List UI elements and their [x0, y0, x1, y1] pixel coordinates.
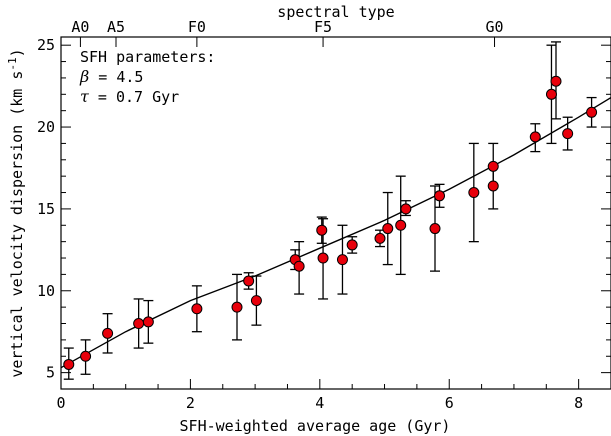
y-tick-label: 25	[37, 36, 55, 54]
data-point	[434, 190, 446, 202]
annotation-tau: τ = 0.7 Gyr	[80, 87, 179, 106]
annotation-beta: β = 4.5	[79, 67, 143, 86]
y-axis-title-sup: -1	[6, 57, 19, 70]
x-tick-label: 6	[445, 394, 454, 412]
x-tick-label: 0	[56, 394, 65, 412]
data-point	[346, 239, 358, 251]
data-point	[395, 219, 407, 231]
x-tick-label: 4	[315, 394, 324, 412]
data-point	[316, 224, 328, 236]
data-point	[487, 180, 499, 192]
beta-symbol: β	[79, 67, 89, 86]
y-tick-label: 15	[37, 200, 55, 218]
y-tick-label: 20	[37, 118, 55, 136]
y-axis-title-end: )	[8, 48, 26, 57]
data-point	[545, 88, 557, 100]
data-point	[562, 128, 574, 140]
data-point	[142, 316, 154, 328]
x-tick-label: 8	[574, 394, 583, 412]
y-axis-title-main: vertical velocity dispersion (km s	[8, 71, 26, 378]
tau-symbol: τ	[80, 87, 90, 106]
data-point	[80, 350, 92, 362]
data-point	[487, 160, 499, 172]
data-point	[374, 232, 386, 244]
data-point	[468, 187, 480, 199]
data-point	[133, 318, 145, 330]
data-point	[429, 223, 441, 235]
y-axis-title: vertical velocity dispersion (km s-1)	[6, 48, 26, 377]
beta-value: = 4.5	[89, 68, 143, 86]
data-point	[317, 252, 329, 264]
data-point	[191, 303, 203, 315]
fit-line-group	[60, 97, 611, 369]
data-point	[400, 203, 412, 215]
y-tick-label: 10	[37, 282, 55, 300]
data-point	[550, 75, 562, 87]
top-tick-label: A0	[71, 18, 89, 36]
data-point	[231, 301, 243, 313]
plot-frame	[60, 36, 611, 390]
data-point	[529, 131, 541, 143]
data-point	[336, 254, 348, 266]
data-point	[586, 106, 598, 118]
fit-line	[60, 97, 611, 369]
tau-value: = 0.7 Gyr	[89, 88, 179, 106]
top-axis-title: spectral type	[277, 3, 394, 21]
data-point	[250, 295, 262, 307]
top-tick-label: F0	[188, 18, 206, 36]
top-tick-label: A5	[107, 18, 125, 36]
data-point	[382, 223, 394, 235]
annotation-title: SFH parameters:	[80, 48, 215, 66]
top-tick-label: G0	[485, 18, 503, 36]
axis-ticks: 0 2 4 6 8 5 10 15 20 25 A0 A5 F0 F5 G0	[37, 18, 611, 412]
data-point	[293, 260, 305, 272]
y-tick-label: 5	[46, 364, 55, 382]
x-axis-title: SFH-weighted average age (Gyr)	[180, 417, 451, 435]
data-point	[243, 275, 255, 287]
data-point	[102, 327, 114, 339]
x-tick-label: 2	[186, 394, 195, 412]
top-tick-label: F5	[314, 18, 332, 36]
data-points	[63, 41, 598, 380]
data-point	[63, 358, 75, 370]
